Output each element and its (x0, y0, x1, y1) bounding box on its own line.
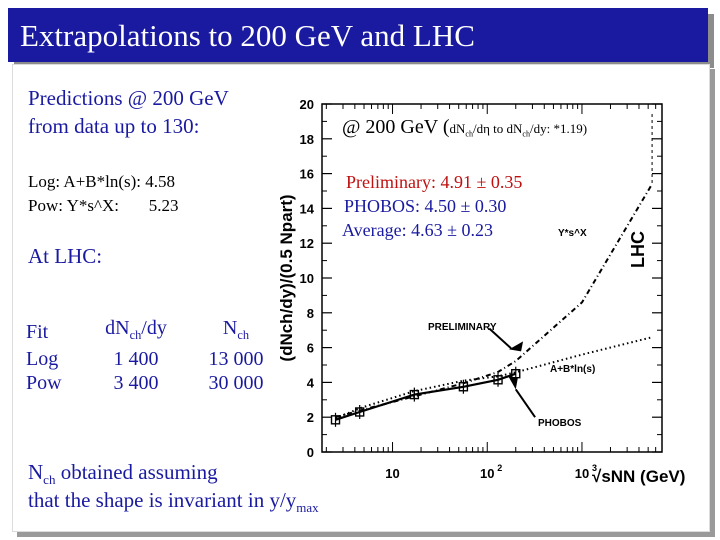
y-tick-label: 6 (307, 341, 314, 356)
slide-content (12, 64, 710, 532)
predictions-line-2: from data up to 130: (28, 114, 200, 138)
x-tick-label: 10 (480, 466, 494, 481)
y-axis-label: (dNch/dy)/(0.5 Npart) (277, 194, 296, 361)
average-result: Average: 4.63 ± 0.23 (342, 220, 494, 240)
header-nch: Nch (222, 317, 250, 342)
y-tick-label: 20 (300, 97, 314, 112)
header-fit: Fit (26, 320, 49, 343)
title-bar: Extrapolations to 200 GeV and LHC (8, 8, 708, 62)
table-row: Log 1 400 13 000 (26, 347, 279, 371)
log-fit-label: A+B*ln(s) (550, 364, 595, 375)
y-tick-label: 4 (307, 375, 315, 390)
y-tick-label: 8 (307, 306, 314, 321)
table-row: Pow 3 400 30 000 (26, 371, 279, 395)
power-fit-label: Y*s^X (558, 228, 587, 239)
y-tick-label: 10 (300, 271, 314, 286)
plot-frame (321, 103, 663, 453)
preliminary-result: Preliminary: 4.91 ± 0.35 (346, 172, 523, 192)
data-line (335, 372, 517, 421)
y-tick-label: 12 (300, 236, 314, 251)
x-tick-label: 10 (385, 466, 399, 481)
table-cell: 3 400 (113, 372, 159, 394)
at-200-annotation: @ 200 GeV (dNch/dη to dNch/dy: *1.19) (342, 116, 588, 139)
predictions-line-1: Predictions @ 200 GeV (28, 86, 229, 110)
table-cell: 30 000 (208, 372, 264, 394)
lhc-label: LHC (628, 231, 648, 268)
nch-note-line-2: that the shape is invariant in y/ymax (28, 488, 319, 516)
phobos-arrow-shaft (514, 388, 536, 418)
preliminary-label: PRELIMINARY (428, 322, 497, 333)
lhc-predictions-table: Fit dNch/dy Nch Log 1 400 13 000 Pow 3 4… (26, 316, 279, 395)
header-dndy: dNch/dy (105, 317, 167, 342)
preliminary-arrow-shaft (488, 327, 512, 350)
table-cell: 1 400 (113, 348, 159, 370)
log-fit-line (335, 336, 653, 420)
x-axis-label: √sNN (GeV) (592, 467, 685, 486)
y-tick-label: 2 (307, 410, 314, 425)
y-tick-label: 18 (300, 132, 314, 147)
y-tick-label: 14 (300, 201, 315, 216)
x-tick-label: 10 (575, 466, 589, 481)
table-cell: 13 000 (208, 348, 264, 370)
phobos-result: PHOBOS: 4.50 ± 0.30 (344, 196, 507, 216)
x-tick-exponent: 2 (497, 463, 502, 473)
phobos-label: PHOBOS (538, 418, 582, 429)
table-header-row: Fit dNch/dy Nch (26, 316, 279, 347)
phobos-arrow (507, 375, 518, 390)
nch-note-line-1: Nch obtained assuming (28, 460, 218, 488)
table-cell: Log (26, 348, 59, 370)
pow-fit-result: Pow: Y*s^X: 5.23 (28, 196, 179, 215)
log-fit-result: Log: A+B*ln(s): 4.58 (28, 172, 176, 191)
table-cell: Pow (26, 372, 62, 394)
at-lhc-heading: At LHC: (28, 244, 103, 268)
slide-title: Extrapolations to 200 GeV and LHC (20, 18, 475, 53)
x-tick-exponent: 3 (592, 463, 597, 473)
y-tick-label: 0 (307, 445, 314, 460)
y-tick-label: 16 (300, 167, 314, 182)
preliminary-arrow (509, 341, 524, 352)
